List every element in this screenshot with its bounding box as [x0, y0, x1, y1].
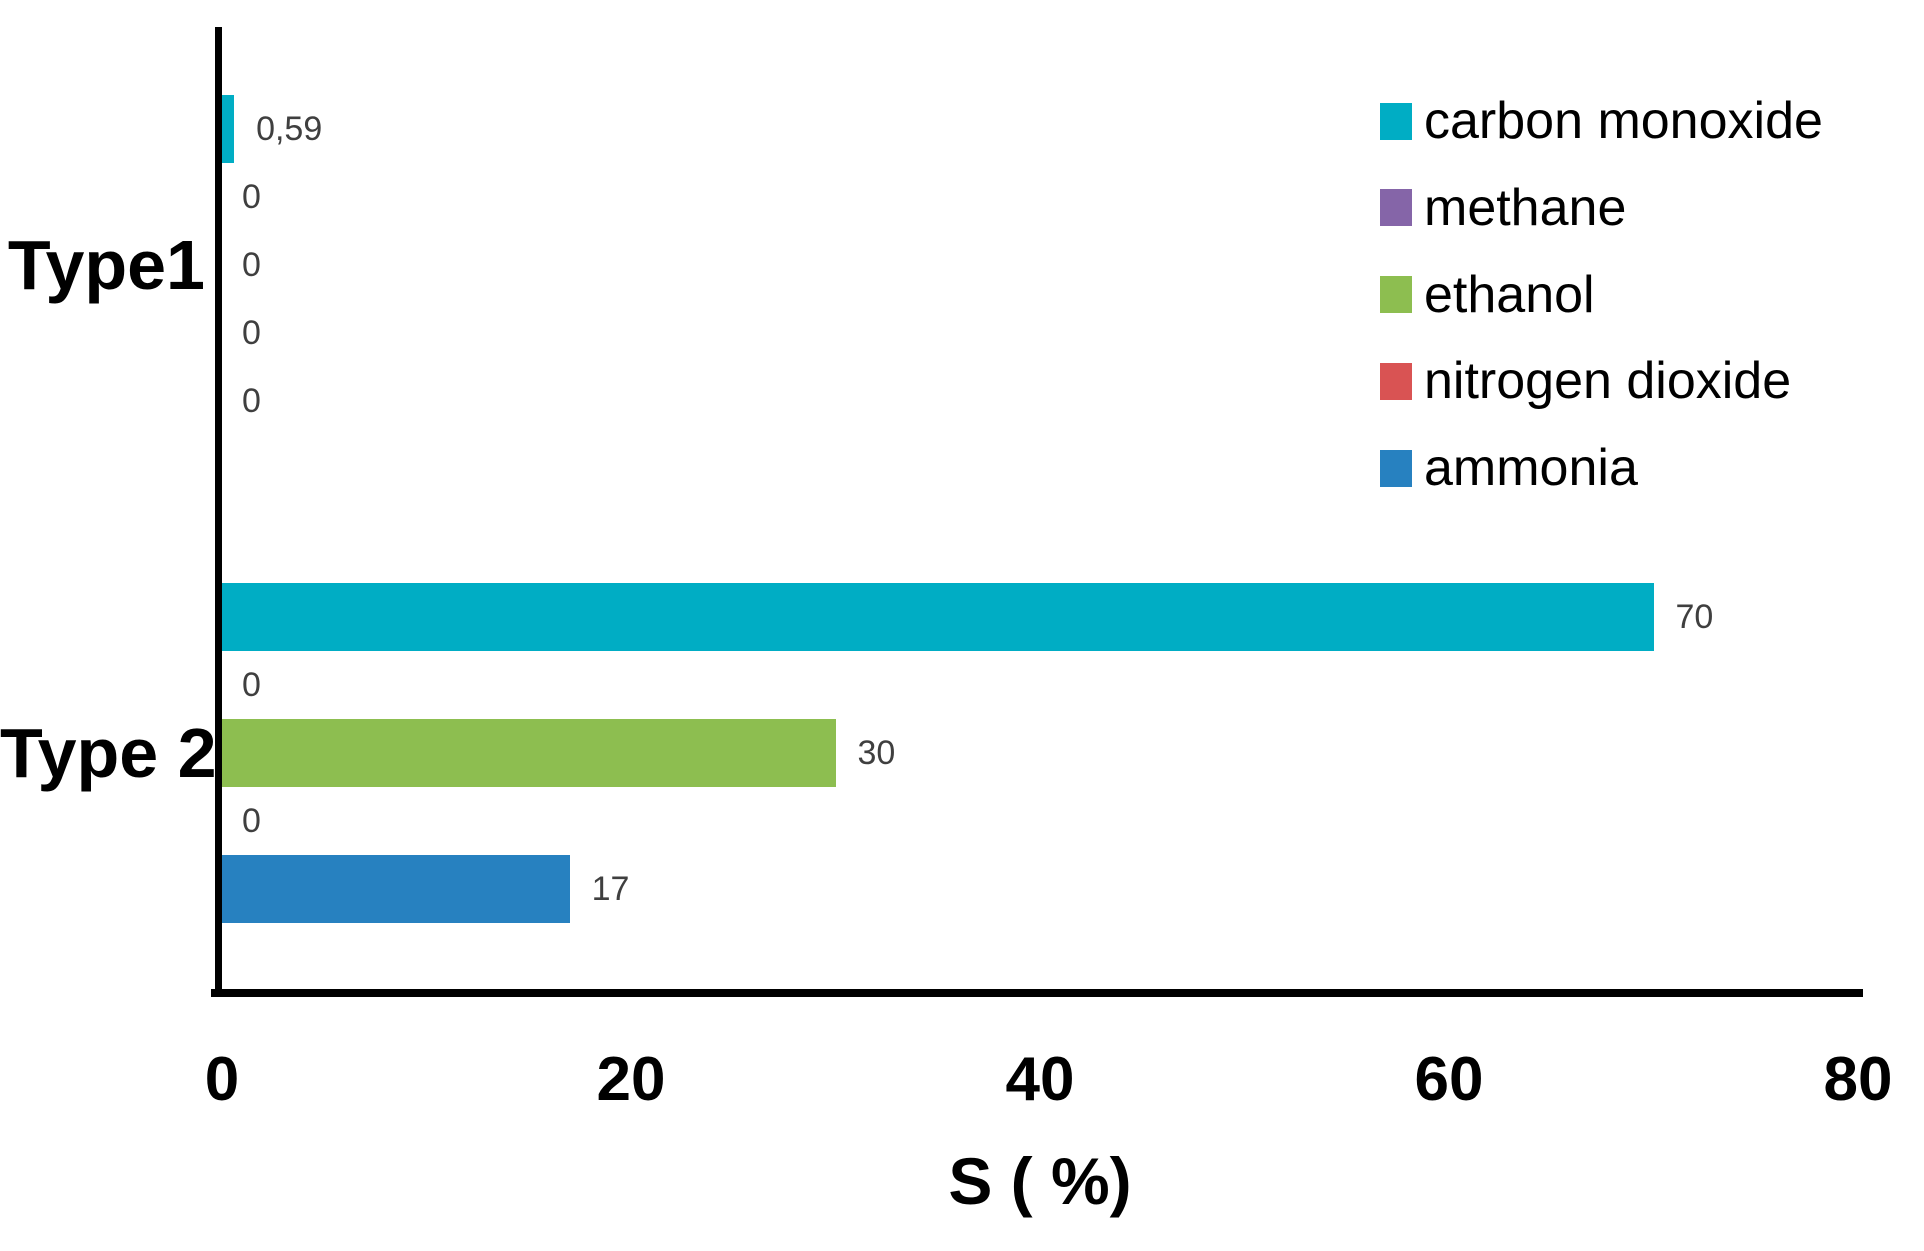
value-label: 0	[242, 802, 261, 840]
value-label: 30	[857, 734, 896, 772]
legend-swatch-icon	[1380, 102, 1412, 140]
legend-item-nitrogen-dioxide: nitrogen dioxide	[1380, 351, 1791, 411]
value-label: 0	[242, 382, 261, 420]
legend-item-carbon-monoxide: carbon monoxide	[1380, 91, 1823, 151]
legend-swatch-icon	[1380, 189, 1412, 227]
legend-label: ammonia	[1424, 439, 1638, 497]
y-axis-line	[215, 27, 222, 993]
category-label-type-2: Type 2	[0, 714, 217, 792]
bar-carbon-monoxide	[222, 95, 235, 163]
legend-swatch-icon	[1380, 362, 1412, 400]
x-axis-title: S ( %)	[948, 1144, 1132, 1218]
x-tick-40: 40	[1005, 1045, 1075, 1114]
legend-label: ethanol	[1424, 265, 1595, 324]
x-tick-80: 80	[1823, 1045, 1893, 1114]
x-tick-60: 60	[1414, 1045, 1484, 1114]
x-tick-20: 20	[596, 1045, 666, 1114]
value-label: 17	[591, 870, 630, 908]
value-label: 0,59	[256, 110, 323, 148]
x-tick-0: 0	[204, 1045, 240, 1114]
value-label: 0	[242, 314, 261, 352]
legend-item-ammonia: ammonia	[1380, 438, 1638, 498]
bar-ethanol	[222, 719, 836, 787]
bar-carbon-monoxide	[222, 583, 1654, 651]
legend-label: nitrogen dioxide	[1424, 352, 1792, 411]
legend-item-methane: methane	[1380, 178, 1626, 238]
legend-item-ethanol: ethanol	[1380, 265, 1595, 325]
legend-swatch-icon	[1380, 449, 1412, 487]
x-axis-line	[211, 989, 1863, 997]
legend-label: carbon monoxide	[1424, 92, 1823, 150]
category-label-type1: Type1	[7, 226, 205, 304]
value-label: 0	[242, 178, 261, 216]
legend-label: methane	[1424, 178, 1627, 237]
value-label: 0	[242, 666, 261, 704]
bar-ammonia	[222, 855, 570, 923]
value-label: 0	[242, 246, 261, 284]
value-label: 70	[1675, 598, 1714, 636]
legend-swatch-icon	[1380, 276, 1412, 313]
